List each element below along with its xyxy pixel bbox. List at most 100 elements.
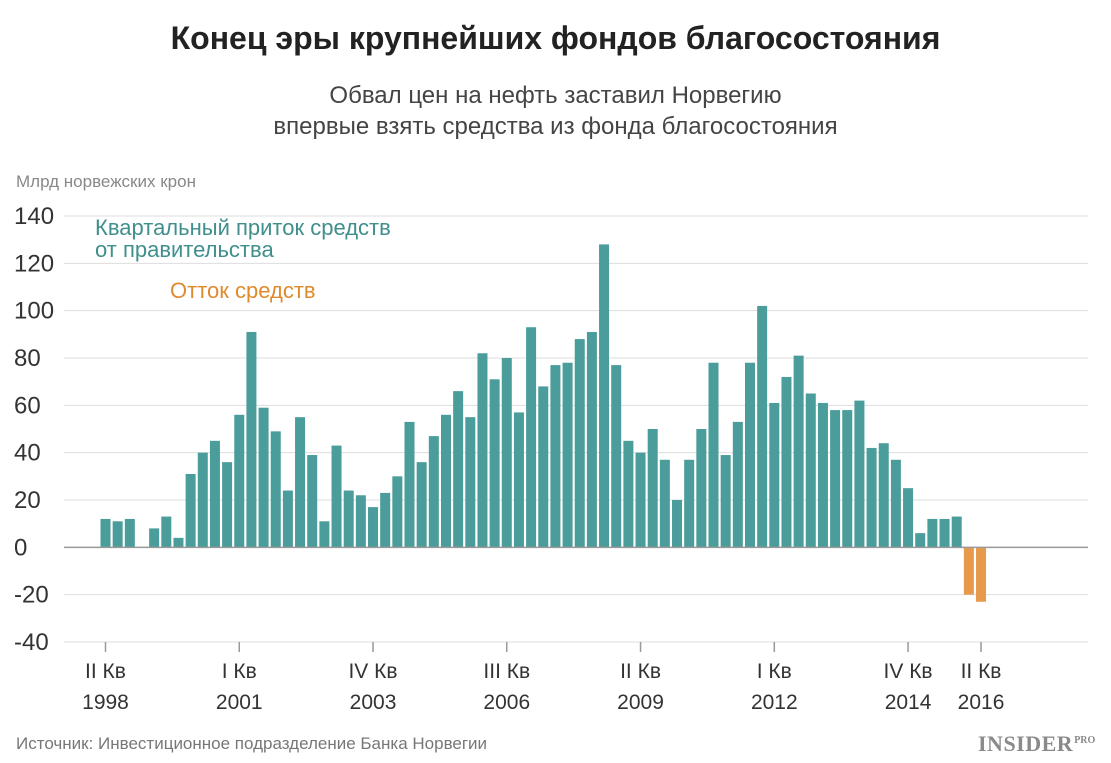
inflow-bar (696, 429, 707, 548)
inflow-bar (903, 488, 914, 548)
inflow-bar (222, 462, 233, 548)
inflow-bar (866, 447, 877, 548)
inflow-bar (635, 452, 646, 548)
inflow-bar (319, 521, 330, 548)
y-tick-label: 20 (14, 487, 41, 514)
inflow-bar (234, 414, 245, 548)
inflow-bar (672, 500, 683, 548)
inflow-bar (149, 528, 160, 548)
inflow-bar (586, 331, 597, 548)
y-axis-unit-label: Млрд норвежских крон (16, 172, 196, 191)
logo-superscript: PRO (1074, 734, 1096, 746)
x-tick-year: 1998 (82, 691, 129, 714)
inflow-bar (708, 362, 719, 548)
x-tick-quarter: II Кв (620, 660, 661, 683)
y-tick-label: -40 (14, 629, 49, 656)
inflow-bar (258, 407, 269, 548)
inflow-bar (720, 455, 731, 548)
inflow-bar (282, 490, 293, 548)
inflow-bar (817, 402, 828, 548)
inflow-bar (489, 379, 500, 548)
subtitle-line: впервые взять средства из фонда благосос… (273, 113, 838, 140)
inflow-bar (842, 410, 853, 548)
x-tick-quarter: II Кв (961, 660, 1002, 683)
outflow-bar (963, 547, 974, 595)
inflow-bar (659, 459, 670, 548)
inflow-bar (295, 417, 306, 548)
source-note: Источник: Инвестиционное подразделение Б… (16, 734, 488, 753)
inflow-bar (197, 452, 208, 548)
inflow-bar (526, 327, 537, 548)
inflow-bar (173, 537, 184, 548)
inflow-bar (465, 417, 476, 548)
x-tick-year: 2001 (216, 691, 263, 714)
inflow-bar (428, 436, 439, 548)
x-tick-quarter: I Кв (222, 660, 257, 683)
y-tick-label: 40 (14, 440, 41, 467)
y-tick-label: -20 (14, 582, 49, 609)
legend-outflow: Отток средств (170, 278, 316, 303)
inflow-bar (830, 410, 841, 548)
inflow-bar (477, 353, 488, 548)
inflow-bar (890, 459, 901, 548)
logo-text: INSIDER (978, 731, 1074, 756)
inflow-bar (951, 516, 962, 548)
y-tick-label: 60 (14, 392, 41, 419)
x-tick-quarter: I Кв (757, 660, 792, 683)
inflow-bar (513, 412, 524, 548)
x-tick-quarter: IV Кв (348, 660, 397, 683)
x-tick-year: 2006 (483, 691, 530, 714)
inflow-bar (599, 244, 610, 548)
x-tick-year: 2012 (751, 691, 798, 714)
outflow-bar (976, 547, 987, 602)
inflow-bar (793, 355, 804, 548)
legend-inflow-line2: от правительства (95, 237, 274, 262)
inflow-bar (574, 339, 585, 548)
inflow-bar (805, 393, 816, 548)
inflow-bar (647, 429, 658, 548)
y-tick-label: 140 (14, 203, 54, 230)
inflow-bar (404, 421, 415, 548)
inflow-bar (781, 376, 792, 548)
inflow-bar (623, 440, 634, 548)
chart-subtitle: Обвал цен на нефть заставил Норвегию впе… (0, 80, 1111, 142)
inflow-bar (854, 400, 865, 548)
inflow-bar (246, 331, 257, 548)
subtitle-line: Обвал цен на нефть заставил Норвегию (329, 82, 782, 109)
inflow-bar (939, 518, 950, 548)
inflow-bar (744, 362, 755, 548)
inflow-bar (562, 362, 573, 548)
x-tick-year: 2009 (617, 691, 664, 714)
inflow-bar (611, 365, 622, 548)
inflow-bar (100, 518, 111, 548)
inflow-bar (307, 455, 318, 548)
inflow-bar (185, 473, 196, 548)
inflow-bar (878, 443, 889, 548)
x-tick-quarter: II Кв (85, 660, 126, 683)
y-tick-label: 100 (14, 298, 54, 325)
inflow-bar (270, 431, 281, 548)
insider-pro-logo: INSIDERPRO (978, 731, 1095, 757)
inflow-bar (550, 365, 561, 548)
inflow-bar (927, 518, 938, 548)
legend-inflow-line1: Квартальный приток средств (95, 215, 391, 240)
x-tick-year: 2016 (958, 691, 1005, 714)
inflow-bar (769, 402, 780, 548)
inflow-bar (453, 391, 464, 548)
y-tick-label: 0 (14, 534, 27, 561)
inflow-bar (331, 445, 342, 548)
inflow-bar (538, 386, 549, 548)
inflow-bar (440, 414, 451, 548)
inflow-bar (343, 490, 354, 548)
x-tick-quarter: IV Кв (884, 660, 933, 683)
inflow-bar (684, 459, 695, 548)
inflow-bar (416, 462, 427, 548)
inflow-bar (392, 476, 403, 548)
inflow-bar (501, 358, 512, 548)
x-tick-quarter: III Кв (483, 660, 530, 683)
x-tick-year: 2014 (885, 691, 932, 714)
inflow-bar (112, 521, 123, 548)
inflow-bar (757, 305, 768, 548)
x-tick-year: 2003 (350, 691, 397, 714)
